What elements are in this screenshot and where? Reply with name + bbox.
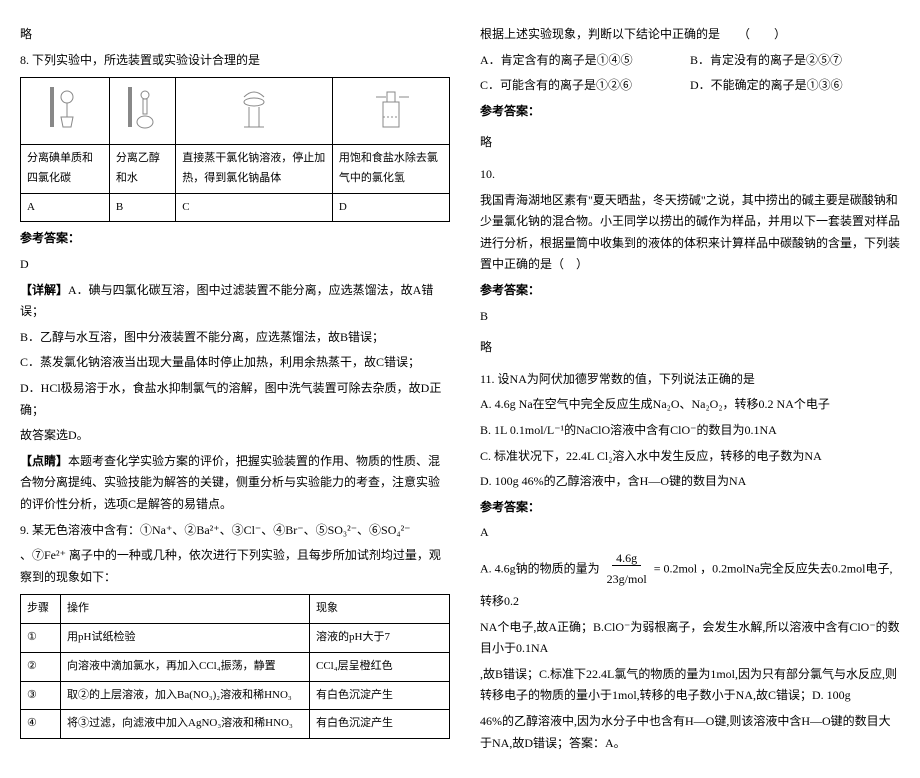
q8-table: 分离碘单质和四氯化碳 分离乙醇和水 直接蒸干氯化钠溶液，停止加热，得到氯化钠晶体… [20, 77, 450, 222]
q9-r2c2: CCl₄层呈橙红色 [310, 652, 450, 681]
q9-h0: 步骤 [21, 595, 61, 624]
q10-ans-mark: 略 [480, 337, 900, 359]
left-column: 略 8. 下列实验中，所选装置或实验设计合理的是 分离碘单质和四氯化碳 分离乙醇… [20, 20, 450, 758]
omit-text: 略 [20, 24, 450, 46]
q8-img-c [176, 78, 333, 145]
q9-opt-d: D．不能确定的离子是①③⑥ [690, 75, 900, 97]
q9-opt-b: B．肯定没有的离子是②⑤⑦ [690, 50, 900, 72]
q8-exp-a-text: A．碘与四氯化碳互溶，图中过滤装置不能分离，应选蒸馏法，故A错误； [20, 283, 433, 319]
q9-r3c1: 取②的上层溶液，加入Ba(NO₃)₂溶液和稀HNO₃ [61, 681, 310, 710]
q8-opt-b: B [109, 193, 175, 222]
q11-opt-a: A. 4.6g Na在空气中完全反应生成Na₂O、Na₂O₂，转移0.2 NA个… [480, 394, 900, 416]
q8-ans: D [20, 254, 450, 276]
q9-r1c1: 用pH试纸检验 [61, 624, 310, 653]
q8-exp-end: 故答案选D。 [20, 425, 450, 447]
q9-ans-mark: 略 [480, 132, 900, 154]
q8-opt-a: A [21, 193, 110, 222]
q8-img-b [109, 78, 175, 145]
q8-ans-label: 参考答案： [20, 228, 450, 250]
q9-r2c0: ② [21, 652, 61, 681]
q11-explain4: 46%的乙醇溶液中,因为水分子中也含有H—O键,则该溶液中含H—O键的数目大于N… [480, 711, 900, 754]
q9-table: 步骤 操作 现象 ① 用pH试纸检验 溶液的pH大于7 ② 向溶液中滴加氯水，再… [20, 594, 450, 739]
q11-explain1: A. 4.6g钠的物质的量为 4.6g 23g/mol = 0.2mol ，0.… [480, 548, 900, 613]
q11-formula-eq: = 0.2mol [654, 561, 697, 575]
q11-explain3: ,故B错误；C.标准下22.4L氯气的物质的量为1mol,因为只有部分氯气与水反… [480, 664, 900, 707]
q8-exp-c: C．蒸发氯化钠溶液当出现大量晶体时停止加热，利用余热蒸干，故C错误； [20, 352, 450, 374]
q9-stem2: 、⑦Fe²⁺ 离子中的一种或几种，依次进行下列实验，且每步所加试剂均过量，观察到… [20, 545, 450, 588]
point-label: 【点睛】 [20, 454, 68, 468]
q9-r3: ③ 取②的上层溶液，加入Ba(NO₃)₂溶液和稀HNO₃ 有白色沉淀产生 [21, 681, 450, 710]
q9-r2: ② 向溶液中滴加氯水，再加入CCl₄振荡，静置 CCl₄层呈橙红色 [21, 652, 450, 681]
q10-stem: 我国青海湖地区素有"夏天晒盐，冬天捞碱"之说，其中捞出的碱主要是碳酸钠和少量氯化… [480, 190, 900, 276]
q9-r1: ① 用pH试纸检验 溶液的pH大于7 [21, 624, 450, 653]
q8-point-text: 本题考查化学实验方案的评价，把握实验装置的作用、物质的性质、混合物分离提纯、实验… [20, 454, 440, 511]
right-column: 根据上述实验现象，判断以下结论中正确的是 （ ） A．肯定含有的离子是①④⑤ B… [480, 20, 900, 758]
q8-point: 【点睛】本题考查化学实验方案的评价，把握实验装置的作用、物质的性质、混合物分离提… [20, 451, 450, 516]
q11-explain-pre: A. 4.6g钠的物质的量为 [480, 561, 600, 575]
q8-desc-row: 分离碘单质和四氯化碳 分离乙醇和水 直接蒸干氯化钠溶液，停止加热，得到氯化钠晶体… [21, 144, 450, 193]
q9-r3c0: ③ [21, 681, 61, 710]
q8-opt-c: C [176, 193, 333, 222]
q8-opt-row: A B C D [21, 193, 450, 222]
q8-img-a [21, 78, 110, 145]
q9-ans-label: 参考答案： [480, 101, 900, 123]
q9-r2c1: 向溶液中滴加氯水，再加入CCl₄振荡，静置 [61, 652, 310, 681]
q11-stem: 11. 设NA为阿伏加德罗常数的值，下列说法正确的是 [480, 369, 900, 391]
q8-exp-a: 【详解】A．碘与四氯化碳互溶，图中过滤装置不能分离，应选蒸馏法，故A错误； [20, 280, 450, 323]
q8-desc-a: 分离碘单质和四氯化碳 [21, 144, 110, 193]
q11-ans: A [480, 522, 900, 544]
q10-ans-label: 参考答案： [480, 280, 900, 302]
q8-opt-d: D [332, 193, 449, 222]
q11-formula-top: 4.6g [612, 551, 641, 566]
q9-r1c0: ① [21, 624, 61, 653]
q8-exp-b: B．乙醇与水互溶，图中分液装置不能分离，应选蒸馏法，故B错误； [20, 327, 450, 349]
q8-img-d [332, 78, 449, 145]
q11-explain2: NA个电子,故A正确；B.ClO⁻为弱根离子，会发生水解,所以溶液中含有ClO⁻… [480, 617, 900, 660]
q9-r4c2: 有白色沉淀产生 [310, 710, 450, 739]
q11-opt-b: B. 1L 0.1mol/L⁻¹的NaClO溶液中含有ClO⁻的数目为0.1NA [480, 420, 900, 442]
q8-img-row [21, 78, 450, 145]
q10-ans: B [480, 306, 900, 328]
q9-opt-a: A．肯定含有的离子是①④⑤ [480, 50, 690, 72]
q9-r1c2: 溶液的pH大于7 [310, 624, 450, 653]
q11-ans-label: 参考答案： [480, 497, 900, 519]
q9-opt-c: C．可能含有的离子是①②⑥ [480, 75, 690, 97]
q9-h2: 现象 [310, 595, 450, 624]
q9-r4c1: 将③过滤，向滤液中加入AgNO₃溶液和稀HNO₃ [61, 710, 310, 739]
q8-desc-b: 分离乙醇和水 [109, 144, 175, 193]
q9-opts-row2: C．可能含有的离子是①②⑥ D．不能确定的离子是①③⑥ [480, 75, 900, 97]
q8-exp-d: D．HCl极易溶于水，食盐水抑制氯气的溶解，图中洗气装置可除去杂质，故D正确； [20, 378, 450, 421]
q11-formula: 4.6g 23g/mol [603, 548, 651, 591]
q11-opt-d: D. 100g 46%的乙醇溶液中，含H—O键的数目为NA [480, 471, 900, 493]
q10-num: 10. [480, 164, 900, 186]
q9-r4c0: ④ [21, 710, 61, 739]
q8-desc-c: 直接蒸干氯化钠溶液，停止加热，得到氯化钠晶体 [176, 144, 333, 193]
q11-formula-bot: 23g/mol [603, 572, 651, 586]
q9-stem1: 9. 某无色溶液中含有：①Na⁺、②Ba²⁺、③Cl⁻、④Br⁻、⑤SO₃²⁻、… [20, 520, 450, 542]
q8-desc-d: 用饱和食盐水除去氯气中的氯化氢 [332, 144, 449, 193]
q9-opts-row1: A．肯定含有的离子是①④⑤ B．肯定没有的离子是②⑤⑦ [480, 50, 900, 72]
q9-r4: ④ 将③过滤，向滤液中加入AgNO₃溶液和稀HNO₃ 有白色沉淀产生 [21, 710, 450, 739]
q9-h1: 操作 [61, 595, 310, 624]
q9-cont-stem: 根据上述实验现象，判断以下结论中正确的是 （ ） [480, 24, 900, 46]
q11-opt-c: C. 标准状况下，22.4L Cl₂溶入水中发生反应，转移的电子数为NA [480, 446, 900, 468]
q9-r3c2: 有白色沉淀产生 [310, 681, 450, 710]
q8-stem: 8. 下列实验中，所选装置或实验设计合理的是 [20, 50, 450, 72]
q9-head: 步骤 操作 现象 [21, 595, 450, 624]
explain-label: 【详解】 [20, 283, 68, 297]
